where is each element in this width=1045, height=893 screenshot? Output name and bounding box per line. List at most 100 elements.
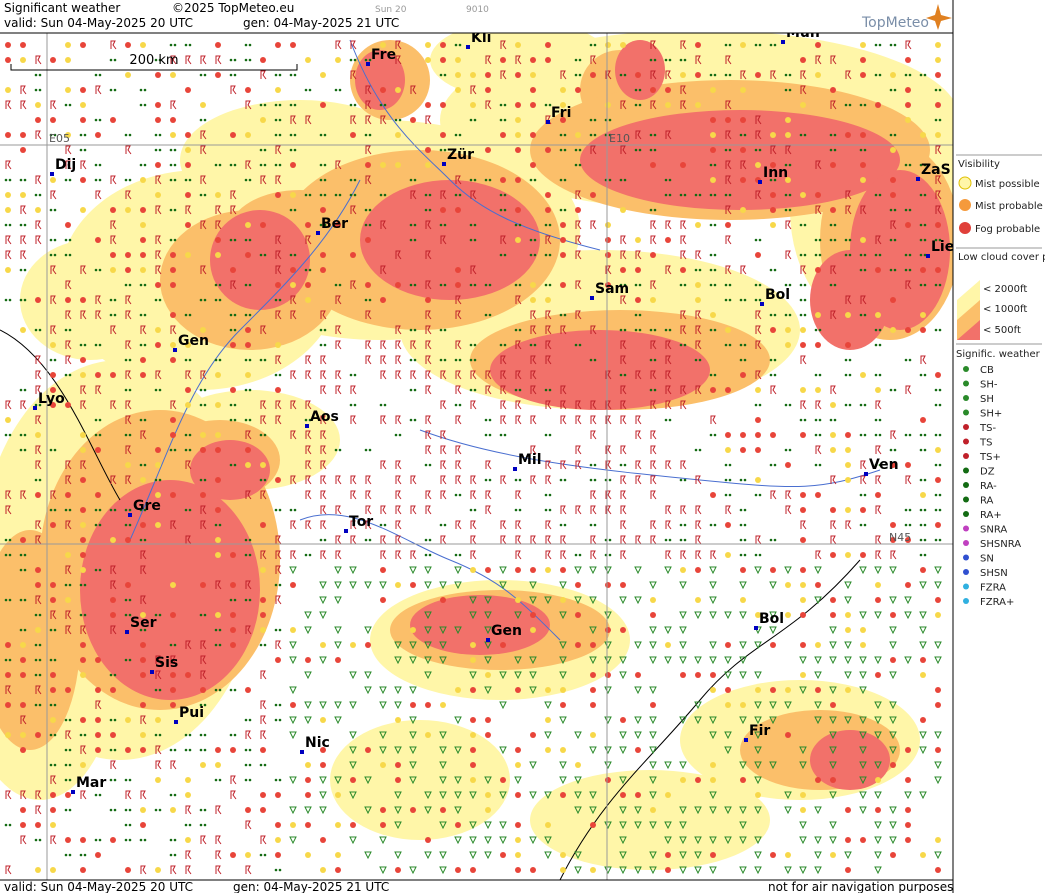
symbol-shower xyxy=(694,866,702,875)
legend-icon xyxy=(963,598,969,604)
symbol-thunder xyxy=(305,115,312,125)
symbol-thunder xyxy=(170,55,177,65)
symbol-fog xyxy=(725,327,731,333)
symbol-rain xyxy=(679,538,683,542)
symbol-rain xyxy=(649,58,653,62)
symbol-shower xyxy=(799,686,807,695)
symbol-fog xyxy=(215,747,221,753)
symbol-fog xyxy=(800,342,806,348)
symbol-thunder xyxy=(305,355,312,365)
symbol-rain xyxy=(863,433,867,437)
symbol-rain xyxy=(154,58,158,62)
symbol-fog xyxy=(515,147,521,153)
symbol-fog xyxy=(215,42,221,48)
symbol-thunder xyxy=(335,325,342,335)
symbol-thunder xyxy=(320,355,327,365)
symbol-thunder xyxy=(20,85,27,95)
symbol-rain xyxy=(458,403,462,407)
symbol-rain xyxy=(113,58,117,62)
symbol-rain xyxy=(784,313,788,317)
symbol-fog xyxy=(845,552,851,558)
symbol-rain xyxy=(19,388,23,392)
symbol-rain xyxy=(908,268,912,272)
symbol-shower xyxy=(364,686,372,695)
symbol-thunder xyxy=(275,535,282,545)
symbol-fog xyxy=(935,222,941,228)
symbol-fog xyxy=(65,297,71,303)
city-marker xyxy=(744,738,748,742)
symbol-fog xyxy=(845,867,851,873)
symbol-rain xyxy=(113,673,117,677)
symbol-shower xyxy=(889,806,897,815)
symbol-thunder xyxy=(680,220,687,230)
symbol-rain xyxy=(683,283,687,287)
symbol-shower xyxy=(829,746,837,755)
symbol-shower xyxy=(904,791,912,800)
symbol-thunder xyxy=(845,295,852,305)
symbol-thunder xyxy=(455,370,462,380)
symbol-thunder xyxy=(935,145,942,155)
symbol-fog xyxy=(485,147,491,153)
symbol-thunder xyxy=(65,355,72,365)
symbol-shower xyxy=(739,671,747,680)
symbol-fog xyxy=(935,702,941,708)
symbol-thunder xyxy=(590,220,597,230)
symbol-rain xyxy=(503,343,507,347)
symbol-rain xyxy=(758,298,762,302)
symbol-shower xyxy=(934,641,942,650)
symbol-rain xyxy=(79,343,83,347)
symbol-rain xyxy=(424,193,428,197)
symbol-thunder xyxy=(515,550,522,560)
symbol-fog xyxy=(800,537,806,543)
symbol-fog xyxy=(845,837,851,843)
symbol-thunder xyxy=(455,475,462,485)
symbol-rain xyxy=(364,223,368,227)
symbol-thunder xyxy=(260,325,267,335)
symbol-fog xyxy=(215,252,221,258)
symbol-thunder xyxy=(620,550,627,560)
symbol-fog xyxy=(755,387,761,393)
symbol-rain xyxy=(248,748,252,752)
symbol-thunder xyxy=(35,55,42,65)
symbol-rain xyxy=(709,283,713,287)
symbol-shower xyxy=(529,581,537,590)
symbol-rain xyxy=(353,373,357,377)
symbol-fog xyxy=(860,552,866,558)
symbol-rain xyxy=(113,88,117,92)
symbol-fog xyxy=(140,177,146,183)
symbol-rain xyxy=(124,178,128,182)
symbol-rain xyxy=(919,163,923,167)
symbol-rain xyxy=(878,418,882,422)
symbol-thunder xyxy=(140,430,147,440)
symbol-rain xyxy=(338,283,342,287)
symbol-rain xyxy=(143,463,147,467)
symbol-fog xyxy=(95,447,101,453)
symbol-rain xyxy=(874,463,878,467)
symbol-rain xyxy=(919,283,923,287)
symbol-fog xyxy=(365,162,371,168)
city-label: Dij xyxy=(55,157,76,173)
symbol-fog xyxy=(800,507,806,513)
symbol-fog xyxy=(470,102,476,108)
symbol-shower xyxy=(364,626,372,635)
symbol-rain xyxy=(574,58,578,62)
symbol-rain xyxy=(38,838,42,842)
symbol-fog xyxy=(665,867,671,873)
symbol-rain xyxy=(908,208,912,212)
symbol-rain xyxy=(98,268,102,272)
symbol-thunder xyxy=(425,280,432,290)
symbol-shower xyxy=(679,581,687,590)
symbol-fog xyxy=(260,522,266,528)
symbol-fog xyxy=(470,732,476,738)
symbol-rain xyxy=(548,508,552,512)
city-marker xyxy=(486,638,490,642)
legend-icon xyxy=(963,569,969,575)
symbol-rain xyxy=(803,223,807,227)
symbol-rain xyxy=(758,493,762,497)
symbol-thunder xyxy=(260,670,267,680)
legend-title: Visibility xyxy=(958,159,1000,170)
symbol-shower xyxy=(709,581,717,590)
symbol-rain xyxy=(773,373,777,377)
symbol-thunder xyxy=(575,280,582,290)
symbol-fog xyxy=(455,57,461,63)
